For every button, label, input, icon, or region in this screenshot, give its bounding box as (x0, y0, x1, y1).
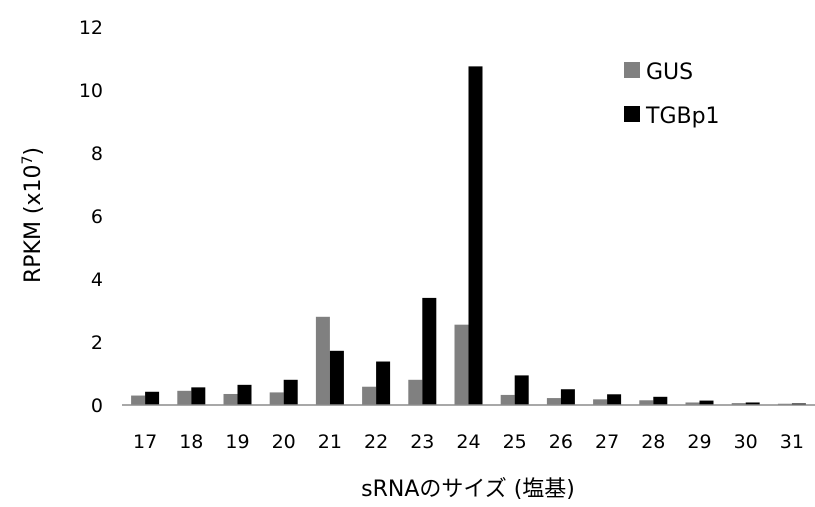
bar-gus-21 (315, 316, 330, 405)
bar-gus-23 (408, 379, 423, 405)
bar-tgbp1-31 (791, 403, 806, 405)
x-tick-label: 28 (641, 431, 665, 453)
bar-tgbp1-30 (745, 402, 760, 405)
y-tick-label: 0 (91, 395, 103, 417)
bar-tgbp1-24 (468, 66, 483, 405)
x-axis-title: sRNAのサイズ (塩基) (361, 477, 575, 502)
x-tick-label: 17 (133, 431, 157, 453)
x-tick-label: 21 (318, 431, 342, 453)
bar-tgbp1-17 (145, 391, 160, 405)
x-tick-label: 30 (734, 431, 758, 453)
bar-tgbp1-21 (329, 350, 344, 405)
y-axis-title: RPKM (x107) (20, 147, 46, 283)
bar-gus-19 (223, 393, 238, 405)
bar-tgbp1-18 (191, 387, 206, 405)
x-tick-label: 24 (456, 431, 480, 453)
y-tick-label: 4 (91, 269, 103, 291)
legend: GUS TGBp1 (624, 60, 720, 129)
bar-tgbp1-26 (560, 389, 575, 405)
bar-gus-24 (454, 324, 469, 405)
y-tick-label: 12 (79, 17, 103, 39)
bar-gus-28 (639, 400, 654, 405)
x-axis-ticks: 17 18 19 20 21 22 23 24 25 26 27 28 29 30 31 (133, 431, 804, 453)
x-tick-label: 26 (549, 431, 573, 453)
x-tick-label: 29 (687, 431, 711, 453)
bar-gus-25 (500, 394, 515, 405)
bar-gus-26 (546, 398, 561, 405)
x-tick-label: 23 (410, 431, 434, 453)
y-tick-label: 2 (91, 332, 103, 354)
bar-gus-22 (362, 386, 377, 405)
bar-gus-20 (269, 392, 284, 405)
bar-tgbp1-19 (237, 384, 252, 405)
x-tick-label: 19 (225, 431, 249, 453)
bar-tgbp1-20 (283, 379, 298, 405)
bar-tgbp1-27 (607, 394, 622, 405)
bar-tgbp1-25 (514, 375, 529, 405)
bar-tgbp1-28 (653, 396, 668, 405)
y-tick-label: 8 (91, 143, 103, 165)
x-tick-label: 22 (364, 431, 388, 453)
bar-gus-30 (731, 403, 746, 405)
bar-tgbp1-23 (422, 297, 437, 405)
legend-label-gus: GUS (646, 60, 693, 85)
x-tick-label: 27 (595, 431, 619, 453)
x-tick-label: 20 (272, 431, 296, 453)
y-axis-ticks: 0 2 4 6 8 10 12 (79, 17, 103, 417)
bar-gus-17 (131, 395, 146, 405)
x-tick-label: 18 (179, 431, 203, 453)
legend-label-tgbp1: TGBp1 (645, 104, 720, 129)
legend-swatch-tgbp1 (624, 106, 640, 122)
bar-tgbp1-22 (376, 361, 391, 405)
bar-gus-27 (593, 399, 608, 405)
legend-swatch-gus (624, 62, 640, 78)
x-tick-label: 31 (780, 431, 804, 453)
bar-gus-29 (685, 402, 700, 405)
bar-tgbp1-29 (699, 400, 714, 405)
bar-gus-18 (177, 390, 192, 405)
y-tick-label: 6 (91, 206, 103, 228)
x-tick-label: 25 (503, 431, 527, 453)
bars (131, 66, 806, 405)
y-tick-label: 10 (79, 80, 103, 102)
